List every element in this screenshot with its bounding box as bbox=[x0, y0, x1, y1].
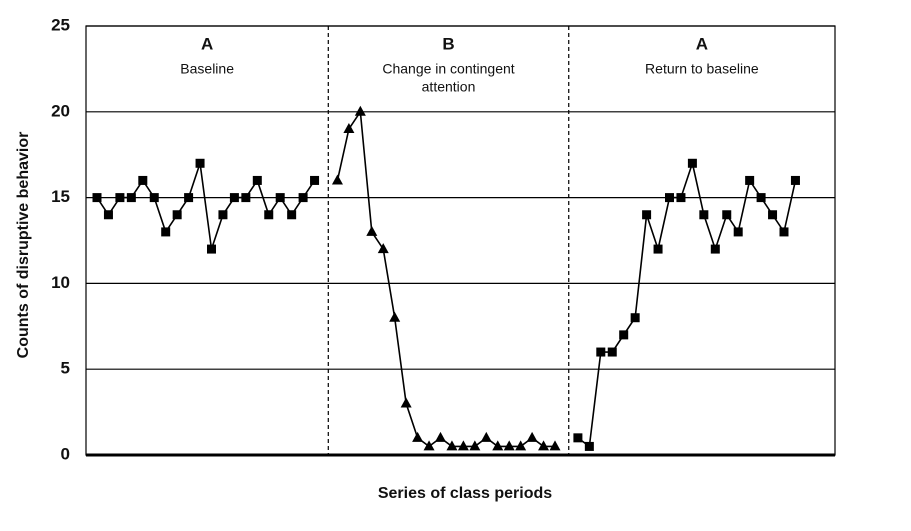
point bbox=[400, 397, 412, 408]
phase-name: Baseline bbox=[180, 61, 234, 77]
point bbox=[446, 440, 458, 451]
point bbox=[172, 210, 182, 220]
series-line bbox=[336, 109, 555, 448]
point bbox=[298, 193, 308, 203]
phase-letter: A bbox=[696, 34, 708, 53]
point bbox=[207, 244, 216, 254]
point bbox=[733, 227, 743, 237]
point bbox=[331, 174, 343, 185]
point bbox=[756, 193, 766, 203]
y-tick-label: 15 bbox=[51, 187, 70, 206]
phase-name: attention bbox=[422, 79, 476, 95]
point bbox=[161, 227, 171, 237]
point bbox=[710, 244, 720, 254]
point bbox=[229, 193, 239, 203]
y-tick-label: 20 bbox=[51, 101, 70, 120]
point bbox=[642, 210, 652, 220]
point bbox=[435, 431, 446, 442]
point bbox=[287, 210, 297, 220]
point bbox=[745, 175, 755, 185]
point bbox=[126, 193, 136, 203]
point bbox=[195, 158, 205, 168]
point bbox=[676, 193, 686, 203]
series-line bbox=[96, 163, 316, 250]
point bbox=[779, 227, 789, 237]
point bbox=[584, 441, 594, 451]
y-tick-label: 5 bbox=[61, 359, 70, 378]
point bbox=[480, 431, 492, 442]
point bbox=[687, 158, 697, 168]
y-tick-label: 10 bbox=[51, 273, 70, 292]
point bbox=[538, 440, 550, 451]
y-tick-label: 0 bbox=[61, 444, 70, 463]
x-axis-title: Series of class periods bbox=[378, 485, 552, 502]
point bbox=[549, 440, 561, 451]
point bbox=[412, 431, 424, 442]
phase-letter: B bbox=[442, 34, 454, 53]
point bbox=[526, 431, 538, 442]
point bbox=[103, 210, 113, 220]
point bbox=[630, 313, 640, 323]
point bbox=[138, 175, 148, 185]
point bbox=[492, 440, 504, 451]
point bbox=[607, 347, 617, 357]
y-axis-title: Counts of disruptive behavior bbox=[15, 132, 32, 359]
point bbox=[790, 175, 800, 185]
y-tick-label: 25 bbox=[51, 15, 70, 34]
point bbox=[457, 440, 469, 451]
point bbox=[264, 210, 274, 220]
point bbox=[92, 193, 102, 203]
point bbox=[389, 311, 401, 322]
point bbox=[310, 175, 320, 185]
point bbox=[377, 243, 389, 254]
point bbox=[515, 440, 527, 451]
point bbox=[722, 210, 732, 220]
point bbox=[653, 244, 663, 254]
point bbox=[596, 347, 606, 357]
series-line bbox=[577, 160, 797, 448]
phase-name: Return to baseline bbox=[645, 61, 759, 77]
point bbox=[469, 440, 481, 451]
point bbox=[115, 193, 125, 203]
phase-letter: A bbox=[201, 34, 213, 53]
plot-frame bbox=[85, 25, 836, 456]
point bbox=[354, 105, 366, 116]
point bbox=[252, 175, 262, 185]
point bbox=[241, 193, 251, 203]
point bbox=[699, 210, 709, 220]
phase-name: Change in contingent bbox=[382, 61, 514, 77]
point bbox=[503, 440, 515, 451]
point bbox=[573, 433, 583, 443]
point bbox=[275, 193, 285, 203]
point bbox=[423, 440, 435, 451]
point bbox=[218, 210, 228, 220]
point bbox=[768, 210, 778, 220]
point bbox=[665, 193, 674, 203]
point bbox=[184, 193, 194, 203]
point bbox=[149, 193, 159, 203]
point bbox=[343, 122, 355, 133]
point bbox=[619, 330, 629, 340]
point bbox=[366, 225, 378, 236]
